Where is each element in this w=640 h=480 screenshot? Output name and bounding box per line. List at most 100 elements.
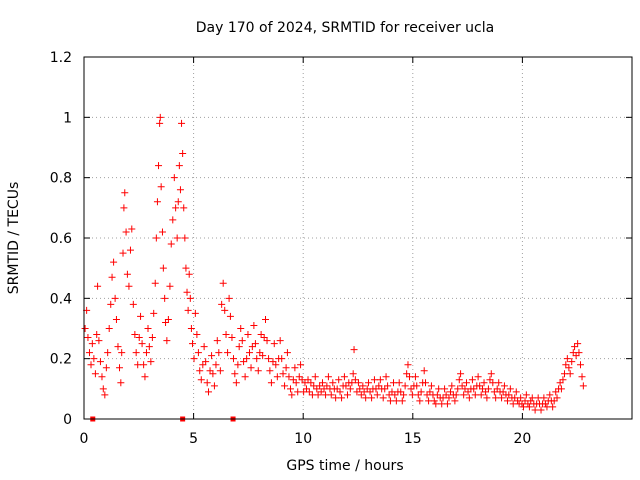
data-point bbox=[95, 337, 103, 345]
data-point bbox=[528, 394, 536, 402]
data-point bbox=[356, 385, 364, 393]
data-point bbox=[243, 355, 251, 363]
data-point bbox=[559, 376, 567, 384]
data-point bbox=[118, 349, 126, 357]
data-point bbox=[98, 373, 106, 381]
data-point bbox=[443, 400, 451, 408]
data-point bbox=[137, 312, 145, 320]
data-point bbox=[197, 376, 205, 384]
x-tick-label: 5 bbox=[189, 431, 198, 447]
data-point bbox=[404, 361, 412, 369]
data-point bbox=[102, 364, 110, 372]
data-point bbox=[392, 397, 400, 405]
data-point bbox=[518, 400, 526, 408]
data-point bbox=[517, 394, 525, 402]
data-point bbox=[99, 385, 107, 393]
data-point bbox=[210, 382, 218, 390]
data-point bbox=[175, 162, 183, 170]
data-point bbox=[373, 391, 381, 399]
data-point bbox=[111, 294, 119, 302]
data-point bbox=[257, 331, 265, 339]
data-point bbox=[365, 379, 373, 387]
data-point bbox=[304, 376, 312, 384]
data-point bbox=[297, 361, 305, 369]
data-point bbox=[228, 334, 236, 342]
data-point bbox=[342, 382, 350, 390]
data-point bbox=[397, 388, 405, 396]
data-point bbox=[278, 355, 286, 363]
data-point bbox=[250, 321, 258, 329]
data-point bbox=[360, 388, 368, 396]
data-point bbox=[193, 331, 201, 339]
data-point bbox=[241, 373, 249, 381]
data-point bbox=[155, 162, 163, 170]
data-point bbox=[474, 373, 482, 381]
x-tick-label: 15 bbox=[404, 431, 422, 447]
data-point bbox=[500, 382, 508, 390]
data-point bbox=[216, 367, 224, 375]
data-point bbox=[480, 379, 488, 387]
data-point bbox=[176, 186, 184, 194]
data-point bbox=[557, 385, 565, 393]
data-point bbox=[571, 343, 579, 351]
data-point bbox=[482, 388, 490, 396]
data-point bbox=[477, 391, 485, 399]
data-point bbox=[549, 403, 557, 411]
data-point bbox=[368, 394, 376, 402]
data-point bbox=[495, 379, 503, 387]
data-point bbox=[189, 340, 197, 348]
data-point bbox=[219, 279, 227, 287]
data-point bbox=[461, 385, 469, 393]
data-point bbox=[301, 379, 309, 387]
data-point bbox=[349, 370, 357, 378]
data-point bbox=[395, 379, 403, 387]
data-point bbox=[224, 349, 232, 357]
data-point bbox=[81, 325, 89, 332]
data-point bbox=[104, 349, 112, 357]
data-point bbox=[578, 373, 586, 381]
data-point bbox=[91, 370, 99, 378]
data-point bbox=[129, 300, 137, 308]
data-point bbox=[406, 373, 414, 381]
data-point bbox=[511, 394, 519, 402]
data-point bbox=[96, 358, 104, 366]
data-point bbox=[117, 379, 125, 387]
data-point bbox=[200, 343, 208, 351]
data-point bbox=[116, 364, 124, 372]
data-point bbox=[110, 258, 118, 266]
data-point bbox=[340, 373, 348, 381]
data-points bbox=[81, 113, 587, 414]
data-point bbox=[235, 343, 243, 351]
data-point bbox=[140, 361, 148, 369]
data-point bbox=[519, 403, 527, 411]
data-point bbox=[575, 349, 583, 357]
data-point bbox=[181, 234, 189, 242]
data-point bbox=[541, 400, 549, 408]
data-point bbox=[350, 346, 358, 354]
data-point bbox=[85, 349, 93, 357]
data-point bbox=[307, 379, 315, 387]
data-point bbox=[90, 355, 98, 363]
data-point bbox=[498, 394, 506, 402]
y-tick-label: 0.4 bbox=[50, 291, 72, 307]
data-point bbox=[88, 340, 96, 348]
data-point bbox=[161, 294, 169, 302]
data-point bbox=[169, 216, 177, 224]
data-point bbox=[484, 385, 492, 393]
data-point bbox=[499, 388, 507, 396]
data-point bbox=[265, 355, 273, 363]
data-point bbox=[565, 364, 573, 372]
data-point bbox=[332, 394, 340, 402]
data-point bbox=[509, 400, 517, 408]
data-point bbox=[379, 394, 387, 402]
data-point bbox=[470, 385, 478, 393]
data-point bbox=[203, 379, 211, 387]
data-point bbox=[135, 334, 143, 342]
data-point bbox=[413, 382, 421, 390]
data-point bbox=[439, 394, 447, 402]
data-point bbox=[291, 364, 299, 372]
data-point bbox=[422, 379, 430, 387]
grid-lines bbox=[84, 57, 632, 419]
data-point bbox=[128, 225, 136, 233]
y-tick-label: 0.6 bbox=[50, 231, 72, 247]
